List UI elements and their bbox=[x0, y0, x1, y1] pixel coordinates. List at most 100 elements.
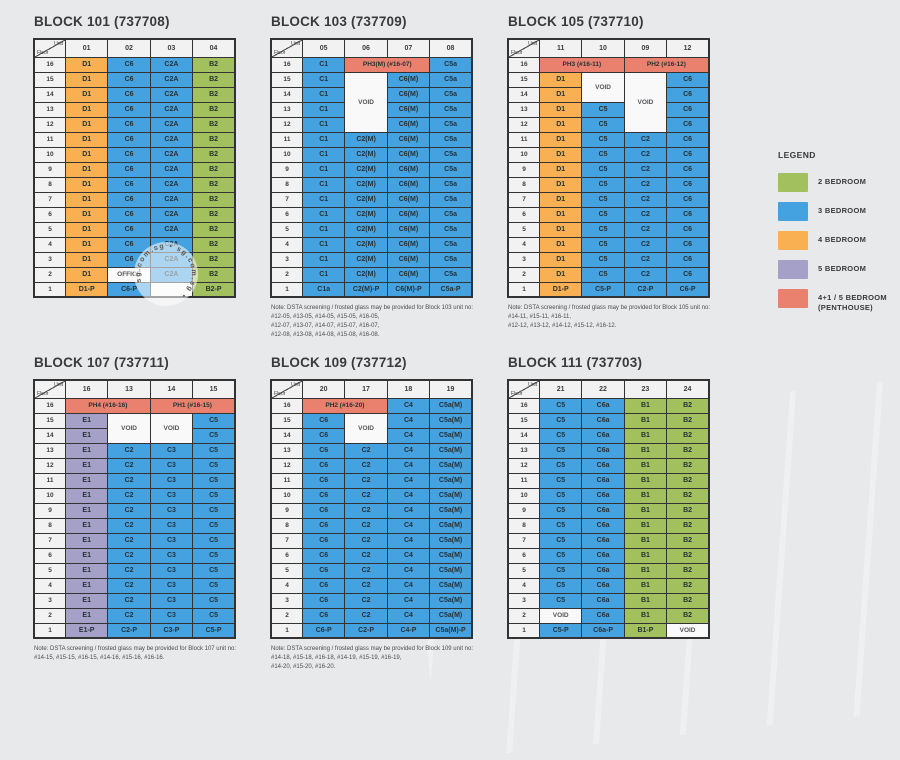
floor-label: 14 bbox=[270, 86, 303, 103]
floor-label: 15 bbox=[507, 412, 540, 429]
floor-row-5: 5 C6 C2 C4 C5a(M) bbox=[270, 562, 473, 579]
unit-cell: C6 bbox=[666, 101, 710, 118]
column-header-unit-08: 08 bbox=[429, 38, 473, 58]
floor-row-10: 10 C6 C2 C4 C5a(M) bbox=[270, 487, 473, 504]
column-header-unit-02: 02 bbox=[107, 38, 151, 58]
penthouse-cell: PH2 (#16-20) bbox=[302, 397, 388, 414]
unit-cell: C5 bbox=[192, 517, 236, 534]
unit-cell: D1-P bbox=[64, 281, 109, 298]
unit-cell: C2 bbox=[344, 487, 388, 504]
unit-cell: C2 bbox=[107, 577, 151, 594]
void-cell: VOID bbox=[107, 412, 151, 444]
unit-cell: C2A bbox=[149, 86, 194, 103]
floor-row-5: 5 D1 C6 C2A B2 bbox=[33, 221, 236, 238]
unit-cell: C5a(M) bbox=[429, 472, 473, 489]
column-header-unit-18: 18 bbox=[386, 379, 431, 399]
unit-cell: C4-P bbox=[386, 622, 431, 639]
column-header-unit-21: 21 bbox=[538, 379, 583, 399]
floor-row-7: 7 C1 C2(M) C6(M) C5a bbox=[270, 191, 473, 208]
dsta-note: Note: DSTA screening / frosted glass may… bbox=[34, 645, 239, 663]
unit-cell: C6a bbox=[581, 457, 625, 474]
legend-swatch-ph bbox=[778, 289, 808, 308]
unit-cell: C6 bbox=[107, 146, 151, 163]
floor-row-13: 13 D1 C6 C2A B2 bbox=[33, 101, 236, 118]
unit-cell: C2 bbox=[623, 161, 668, 178]
unit-cell: C6 bbox=[666, 251, 710, 268]
column-header-unit-09: 09 bbox=[623, 38, 668, 58]
unit-cell: B2 bbox=[666, 472, 710, 489]
floor-label: 11 bbox=[270, 131, 303, 148]
void-cell: VOID bbox=[149, 412, 194, 444]
unit-cell: C5 bbox=[538, 457, 583, 474]
floor-row-4: 4 D1 C6 C2A B2 bbox=[33, 236, 236, 253]
legend: LEGEND 2 BEDROOM 3 BEDROOM 4 BEDROOM 5 BEDR… bbox=[778, 150, 900, 323]
unit-cell: C5-P bbox=[538, 622, 583, 639]
unit-cell: D1 bbox=[538, 191, 583, 208]
unit-cell: C4 bbox=[386, 547, 431, 564]
unit-cell: C5a bbox=[429, 116, 473, 133]
unit-cell: C6(M) bbox=[386, 71, 431, 88]
floor-label: 5 bbox=[507, 562, 540, 579]
unit-cell: B2 bbox=[192, 176, 236, 193]
floor-row-11: 11 C5 C6a B1 B2 bbox=[507, 472, 710, 489]
unit-cell: D1 bbox=[64, 206, 109, 223]
unit-cell: E1 bbox=[64, 457, 109, 474]
note-line: #14-11, #15-11, #16-11, bbox=[508, 314, 572, 320]
unit-cell: C2A bbox=[149, 176, 194, 193]
floor-row-12: 12 C1 C6(M) C5a bbox=[270, 116, 473, 133]
floor-row-7: 7 C5 C6a B1 B2 bbox=[507, 532, 710, 549]
unit-cell: C6 bbox=[666, 131, 710, 148]
floor-row-15: 15 C5 C6a B1 B2 bbox=[507, 412, 710, 429]
unit-cell: B2 bbox=[192, 191, 236, 208]
unit-cell: C6a bbox=[581, 442, 625, 459]
floor-label: 2 bbox=[33, 607, 66, 624]
penthouse-cell: PH1 (#16-15) bbox=[149, 397, 236, 414]
unit-cell: E1 bbox=[64, 592, 109, 609]
legend-item-5br: 5 BEDROOM bbox=[778, 260, 900, 279]
unit-cell: C5a(M) bbox=[429, 562, 473, 579]
unit-cell: B2 bbox=[666, 442, 710, 459]
dsta-note: Note: DSTA screening / frosted glass may… bbox=[508, 304, 713, 331]
unit-cell: C5a bbox=[429, 206, 473, 223]
unit-cell: C2 bbox=[623, 221, 668, 238]
block-105: BLOCK 105 (737710) Unit Floor 11 10 09 12 16 PH… bbox=[507, 14, 713, 331]
unit-cell: B2 bbox=[192, 131, 236, 148]
unit-cell: C2 bbox=[107, 472, 151, 489]
unit-cell: C5 bbox=[538, 412, 583, 429]
unit-cell: C6-P bbox=[666, 281, 710, 298]
floor-label: 5 bbox=[270, 562, 303, 579]
unit-cell: E1 bbox=[64, 442, 109, 459]
floor-row-10: 10 C5 C6a B1 B2 bbox=[507, 487, 710, 504]
unit-cell: D1 bbox=[538, 221, 583, 238]
floor-label: 12 bbox=[33, 457, 66, 474]
unit-cell: C1 bbox=[301, 146, 346, 163]
floor-label: 11 bbox=[33, 472, 66, 489]
unit-cell: D1 bbox=[64, 56, 109, 73]
unit-cell: C5 bbox=[192, 472, 236, 489]
unit-grid-table: Unit Floor 01 02 03 04 16 D1 C6 C2A B2 15 D1 C6 C2A B2 1… bbox=[33, 38, 236, 298]
unit-cell: D1 bbox=[538, 116, 583, 133]
unit-cell: C2 bbox=[623, 191, 668, 208]
floor-label: 14 bbox=[507, 86, 540, 103]
unit-cell: C1 bbox=[301, 176, 346, 193]
unit-cell: C5a bbox=[429, 236, 473, 253]
unit-cell: C2(M) bbox=[344, 206, 388, 223]
floor-row-11: 11 C1 C2(M) C6(M) C5a bbox=[270, 131, 473, 148]
unit-cell: C2(M)-P bbox=[344, 281, 388, 298]
floor-label: 6 bbox=[507, 547, 540, 564]
note-line: #12-07, #13-07, #14-07, #15-07, #16-07, bbox=[271, 323, 380, 329]
note-line: Note: DSTA screening / frosted glass may… bbox=[34, 646, 236, 652]
floor-label: 4 bbox=[33, 236, 66, 253]
unit-cell: D1 bbox=[538, 131, 583, 148]
floor-row-10: 10 C1 C2(M) C6(M) C5a bbox=[270, 146, 473, 163]
unit-cell: B2 bbox=[192, 86, 236, 103]
unit-cell: C4 bbox=[386, 532, 431, 549]
unit-cell: C4 bbox=[386, 607, 431, 624]
block-103: BLOCK 103 (737709) Unit Floor 05 06 07 08 16 C1… bbox=[270, 14, 476, 340]
unit-cell: C2 bbox=[107, 442, 151, 459]
floor-row-13: 13 C6 C2 C4 C5a(M) bbox=[270, 442, 473, 459]
unit-cell: D1 bbox=[64, 161, 109, 178]
unit-cell: C5a(M) bbox=[429, 427, 473, 444]
floor-label: 10 bbox=[33, 146, 66, 163]
penthouse-cell: PH3(M) (#16-07) bbox=[344, 56, 431, 73]
